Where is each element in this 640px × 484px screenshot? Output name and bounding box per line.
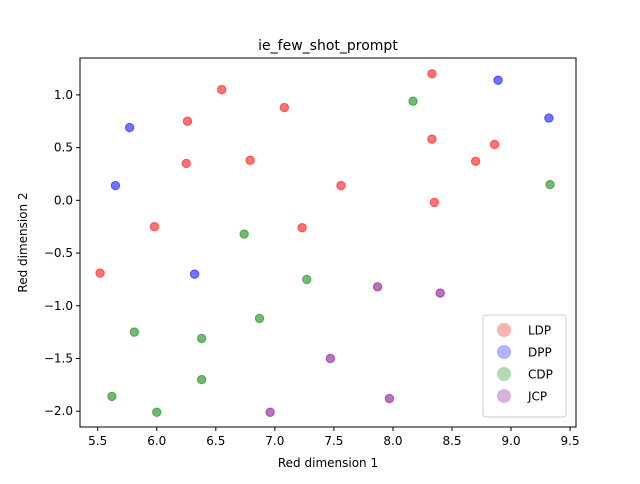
- data-point-dpp: [189, 269, 200, 279]
- legend-label-jcp: JCP: [527, 390, 547, 404]
- chart-title: ie_few_shot_prompt: [258, 38, 398, 54]
- data-point-ldp: [297, 223, 307, 233]
- legend: LDP DPP CDP JCP: [482, 314, 567, 418]
- data-point-cdp: [107, 391, 117, 402]
- data-point-ldp: [181, 158, 191, 169]
- data-point-dpp: [110, 180, 121, 191]
- data-point-cdp: [302, 274, 312, 285]
- data-point-ldp: [149, 221, 160, 232]
- x-tick-label: 7.5: [324, 434, 343, 448]
- y-tick-label: 0.5: [54, 141, 73, 155]
- y-axis-label: Red dimension 2: [16, 192, 30, 292]
- data-point-cdp: [408, 96, 418, 106]
- legend-marker-dpp: [497, 345, 511, 359]
- legend-label-dpp: DPP: [528, 346, 552, 360]
- data-point-ldp: [217, 84, 227, 95]
- data-point-ldp: [470, 156, 481, 167]
- x-tick-label: 8.5: [442, 434, 461, 448]
- data-point-cdp: [196, 374, 207, 385]
- data-point-ldp: [279, 102, 290, 113]
- data-point-cdp: [254, 313, 265, 324]
- legend-box: [482, 314, 567, 418]
- data-point-cdp: [152, 407, 162, 417]
- y-tick-label: −2.0: [44, 404, 73, 418]
- x-tick-label: 5.5: [88, 434, 107, 448]
- data-point-dpp: [544, 113, 554, 123]
- data-point-cdp: [129, 327, 140, 337]
- data-point-cdp: [196, 333, 207, 344]
- x-axis-label: Red dimension 1: [278, 456, 378, 470]
- y-tick-label: 1.0: [54, 88, 73, 102]
- legend-marker-cdp: [497, 367, 511, 381]
- data-point-ldp: [427, 134, 437, 144]
- data-point-cdp: [545, 179, 555, 190]
- data-point-jcp: [372, 282, 383, 292]
- data-point-jcp: [265, 407, 275, 417]
- x-tick-label: 6.5: [206, 434, 225, 448]
- legend-marker-ldp: [497, 323, 511, 337]
- data-point-jcp: [435, 288, 445, 298]
- y-tick-label: −0.5: [44, 246, 73, 260]
- data-point-ldp: [336, 180, 346, 191]
- ticks-layer: 5.5 6.0 6.5 7.0 7.5 8.0 8.5 9.0 9.5 −2.0 −1.5 −1.0 −…: [44, 88, 580, 448]
- y-tick-label: −1.0: [44, 299, 73, 313]
- data-point-ldp: [245, 155, 255, 165]
- y-tick-label: −1.5: [44, 351, 73, 365]
- x-tick-label: 8.0: [383, 434, 402, 448]
- legend-marker-jcp: [497, 389, 511, 403]
- data-point-dpp: [124, 122, 135, 133]
- data-point-jcp: [325, 353, 336, 364]
- data-point-ldp: [427, 69, 437, 79]
- x-tick-label: 9.5: [561, 434, 580, 448]
- x-tick-label: 7.0: [265, 434, 284, 448]
- data-point-ldp: [489, 139, 500, 150]
- legend-label-ldp: LDP: [528, 324, 551, 338]
- data-point-ldp: [182, 116, 193, 126]
- y-tick-label: 0.0: [54, 193, 73, 207]
- x-tick-label: 6.0: [147, 434, 166, 448]
- points-layer: [95, 69, 555, 417]
- data-point-cdp: [239, 229, 249, 239]
- data-point-jcp: [384, 393, 395, 404]
- legend-label-cdp: CDP: [528, 368, 553, 382]
- x-tick-label: 9.0: [502, 434, 521, 448]
- data-point-ldp: [429, 197, 439, 208]
- data-point-dpp: [493, 75, 503, 85]
- data-point-ldp: [95, 268, 105, 278]
